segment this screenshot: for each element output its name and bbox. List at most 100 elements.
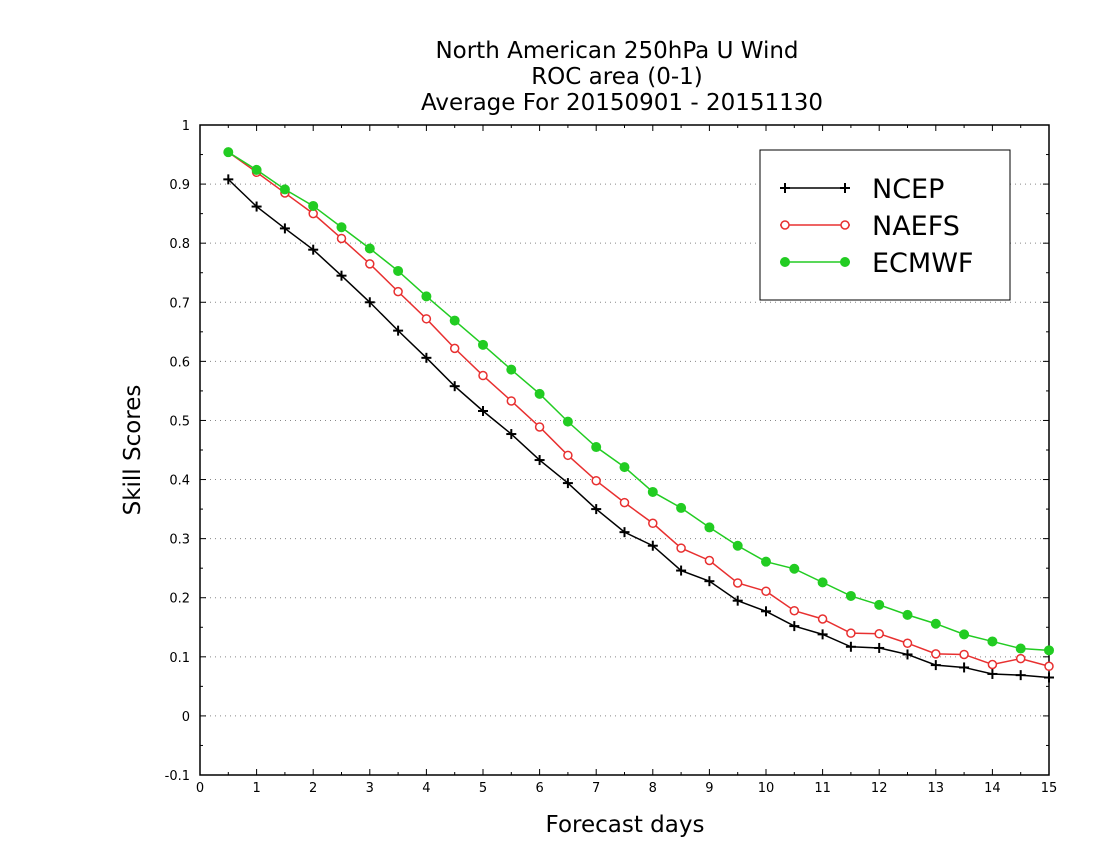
data-point-naefs <box>1044 661 1054 672</box>
data-point-ncep <box>789 621 800 632</box>
data-point-naefs <box>732 578 743 588</box>
legend-label-ncep: NCEP <box>872 174 944 205</box>
legend-label-ecmwf: ECMWF <box>872 248 973 279</box>
y-tick-label: 0.5 <box>169 414 190 429</box>
data-point-ecmwf <box>874 599 885 610</box>
chart-title-line-1: North American 250hPa U Wind <box>435 38 798 64</box>
legend-marker-ncep <box>780 183 790 193</box>
y-tick-label: 0 <box>182 710 190 725</box>
y-axis-label: Skill Scores <box>120 385 146 516</box>
y-tick-label: -0.1 <box>165 769 190 784</box>
x-tick-label: 2 <box>309 781 317 796</box>
x-tick-label: 3 <box>366 781 374 796</box>
series-ecmwf <box>223 147 1054 656</box>
data-point-ecmwf <box>562 416 573 427</box>
data-point-ncep <box>506 429 517 440</box>
data-point-ecmwf <box>845 590 856 601</box>
data-point-ecmwf <box>902 609 913 620</box>
data-point-ncep <box>704 576 715 587</box>
data-point-naefs <box>393 286 403 297</box>
data-point-ecmwf <box>478 339 488 350</box>
y-tick-label: 0.6 <box>169 355 190 370</box>
x-axis-label: Forecast days <box>546 812 705 838</box>
data-point-naefs <box>506 396 517 406</box>
data-point-naefs <box>987 659 998 670</box>
x-tick-label: 10 <box>758 781 775 796</box>
x-tick-label: 6 <box>535 781 543 796</box>
data-point-ecmwf <box>534 388 545 399</box>
y-tick-label: 0.8 <box>169 237 190 252</box>
data-point-ecmwf <box>421 291 432 302</box>
data-point-naefs <box>449 343 460 354</box>
data-point-ncep <box>676 565 687 576</box>
data-point-naefs <box>421 314 432 324</box>
x-tick-label: 11 <box>814 781 831 796</box>
y-tick-label: 0.9 <box>169 178 190 193</box>
data-point-naefs <box>676 543 686 553</box>
data-point-ecmwf <box>987 636 998 647</box>
data-point-ecmwf <box>336 222 347 233</box>
data-point-ecmwf <box>959 629 970 640</box>
y-tick-label: 0.1 <box>169 651 190 666</box>
data-point-ncep <box>817 629 828 640</box>
data-point-naefs <box>336 233 347 244</box>
data-point-ncep <box>845 641 856 652</box>
legend-entry-naefs: NAEFS <box>780 211 960 242</box>
data-point-ncep <box>902 649 913 660</box>
data-point-ecmwf <box>308 200 319 211</box>
data-point-naefs <box>931 649 941 659</box>
data-point-ecmwf <box>506 364 517 375</box>
x-tick-label: 15 <box>1041 781 1058 796</box>
data-point-ncep <box>987 668 998 679</box>
series-line-ncep <box>227 178 1050 679</box>
data-point-ncep <box>732 595 743 606</box>
data-point-ecmwf <box>393 265 404 276</box>
x-tick-label: 1 <box>252 781 260 796</box>
data-point-ncep <box>279 223 290 234</box>
data-point-ncep <box>421 352 432 363</box>
x-tick-label: 12 <box>871 781 888 796</box>
data-point-ecmwf <box>704 522 715 533</box>
y-axis-ticks: -0.1 0 0.1 0.2 0.3 0.4 0.5 0.6 0.7 0.8 0.9 1 <box>165 119 1049 784</box>
series-ncep <box>223 174 1054 683</box>
data-point-ncep <box>308 244 319 255</box>
data-point-naefs <box>365 259 375 269</box>
series-line-naefs <box>227 151 1050 667</box>
series-lines <box>223 147 1054 683</box>
chart-title-line-3: Average For 20150901 - 20151130 <box>421 90 823 116</box>
data-point-naefs <box>704 555 715 566</box>
data-point-naefs <box>959 649 969 660</box>
data-point-ecmwf <box>1015 643 1026 654</box>
legend-marker-ncep <box>840 183 850 193</box>
data-point-naefs <box>591 475 601 486</box>
data-point-naefs <box>1015 653 1026 664</box>
legend-marker-naefs <box>780 220 790 230</box>
data-point-naefs <box>648 518 658 529</box>
data-point-ncep <box>534 455 545 466</box>
y-tick-label: 0.3 <box>169 533 190 548</box>
data-point-ecmwf <box>223 147 234 158</box>
data-point-ecmwf <box>761 556 771 567</box>
data-point-ncep <box>478 406 488 416</box>
data-point-ecmwf <box>930 618 941 629</box>
data-point-ecmwf <box>817 577 828 588</box>
data-point-ncep <box>449 381 460 392</box>
legend-label-naefs: NAEFS <box>872 211 960 242</box>
data-point-ncep <box>591 504 602 515</box>
x-tick-label: 9 <box>705 781 713 796</box>
data-point-naefs <box>817 614 828 624</box>
data-point-ecmwf <box>647 486 658 497</box>
data-point-naefs <box>619 497 630 508</box>
x-tick-label: 0 <box>196 781 204 796</box>
data-point-ecmwf <box>732 540 743 551</box>
data-point-ecmwf <box>591 442 602 453</box>
data-point-ncep <box>393 325 404 336</box>
data-point-ecmwf <box>1044 645 1054 656</box>
y-tick-label: 0.4 <box>169 474 190 489</box>
x-axis-ticks: 0 1 2 3 4 5 6 7 8 9 10 11 12 13 14 15 <box>196 125 1057 796</box>
chart-title: North American 250hPa U Wind ROC area (0… <box>421 38 823 116</box>
data-point-ncep <box>336 270 347 281</box>
x-tick-label: 5 <box>479 781 487 796</box>
